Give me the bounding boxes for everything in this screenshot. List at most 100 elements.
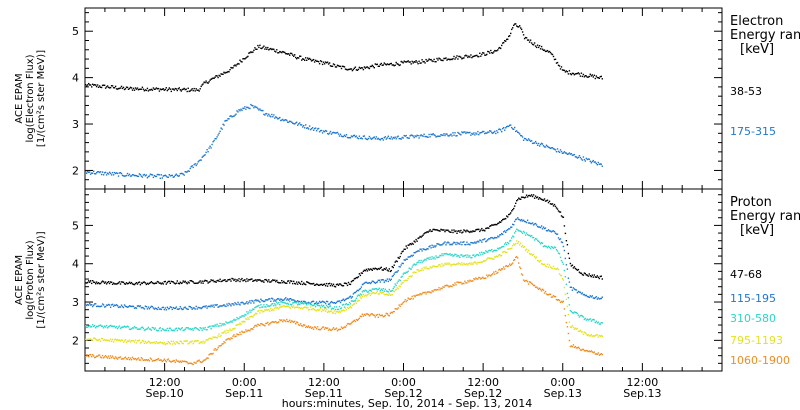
data-point [438, 256, 440, 258]
data-point [93, 84, 95, 86]
data-point [571, 289, 574, 291]
data-point [124, 283, 127, 285]
data-point [239, 331, 241, 334]
data-point [500, 221, 502, 223]
data-point [277, 52, 279, 54]
data-point [274, 303, 276, 305]
data-point [529, 235, 532, 237]
data-point [191, 280, 193, 282]
data-point [495, 223, 497, 226]
data-point [95, 325, 98, 328]
data-point [124, 305, 127, 307]
data-point [159, 88, 161, 90]
data-point [148, 328, 151, 330]
data-point [597, 77, 599, 79]
data-point [188, 282, 190, 284]
data-point [323, 328, 326, 330]
data-point [160, 342, 162, 344]
data-point [171, 360, 173, 362]
data-point [599, 353, 601, 356]
data-point [287, 302, 289, 305]
data-point [310, 304, 313, 306]
data-point [516, 218, 518, 220]
data-point [142, 88, 145, 90]
data-point [524, 234, 527, 236]
data-point [372, 288, 374, 290]
data-point [147, 90, 150, 92]
data-point [595, 296, 597, 298]
data-point [385, 267, 387, 269]
data-point [440, 287, 442, 289]
data-point [204, 326, 206, 329]
data-point [402, 301, 404, 304]
data-point [452, 264, 454, 266]
data-point [116, 172, 119, 175]
data-point [190, 280, 192, 282]
data-point [209, 145, 211, 147]
data-point [592, 297, 594, 299]
data-point [302, 126, 304, 128]
data-point [402, 250, 404, 252]
data-point [454, 264, 456, 266]
data-point [317, 309, 320, 311]
data-point [196, 89, 198, 91]
data-point [276, 279, 278, 282]
data-point [355, 302, 358, 305]
data-point [139, 88, 142, 90]
data-point [267, 309, 269, 311]
y-axis-label: [1/(cm²s ster MeV)] [36, 231, 47, 328]
data-point [266, 113, 268, 115]
data-point [286, 318, 288, 321]
data-point [127, 340, 130, 342]
data-point [301, 300, 303, 303]
data-point [558, 299, 561, 302]
data-point [347, 281, 350, 284]
data-point [104, 355, 107, 357]
data-point [458, 281, 460, 284]
data-point [548, 50, 551, 53]
data-point [585, 333, 587, 335]
data-point [323, 306, 326, 308]
data-point [352, 279, 355, 282]
data-point [380, 288, 382, 290]
data-point [557, 210, 560, 212]
data-point [431, 244, 433, 246]
data-point [555, 151, 558, 153]
data-point [526, 219, 529, 221]
data-point [157, 173, 160, 176]
data-point [319, 130, 322, 132]
data-point [473, 254, 475, 256]
data-point [387, 280, 389, 283]
data-point [276, 301, 278, 304]
data-point [510, 264, 512, 267]
data-point [237, 323, 239, 326]
data-point [599, 275, 601, 278]
data-point [96, 171, 99, 173]
data-point [380, 279, 382, 281]
data-point [213, 349, 215, 351]
data-point [111, 171, 114, 174]
data-point [489, 130, 491, 132]
data-point [141, 326, 144, 328]
data-point [307, 58, 310, 60]
data-point [114, 172, 117, 175]
data-point [527, 39, 530, 41]
data-point [148, 308, 151, 310]
data-point [595, 334, 597, 336]
data-point [579, 156, 582, 159]
data-point [185, 171, 187, 173]
data-point [174, 283, 176, 285]
data-point [248, 318, 250, 320]
data-point [193, 307, 195, 309]
data-point [120, 281, 123, 283]
data-point [589, 160, 591, 162]
data-point [540, 45, 543, 48]
data-point [376, 268, 378, 271]
data-point [514, 220, 516, 223]
data-point [98, 354, 101, 356]
data-point [369, 289, 372, 292]
data-point [371, 137, 373, 140]
data-point [296, 58, 298, 60]
data-point [361, 313, 364, 315]
data-point [115, 88, 118, 90]
